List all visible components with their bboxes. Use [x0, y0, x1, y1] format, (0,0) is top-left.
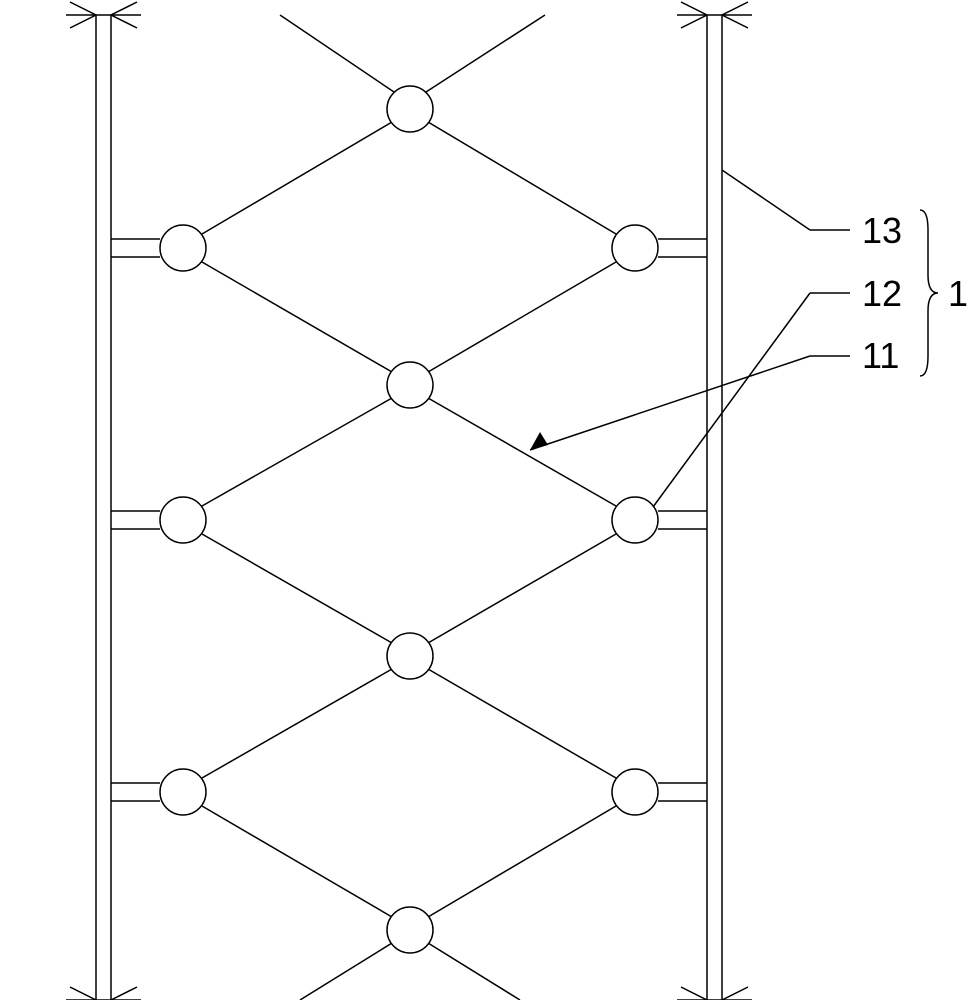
leader-lines — [530, 170, 850, 507]
label-11: 11 — [862, 335, 899, 377]
structural-diagram: 13 12 11 1 — [0, 0, 978, 1000]
nodes — [160, 86, 658, 953]
diagram-svg — [0, 0, 978, 1000]
label-13: 13 — [862, 210, 902, 252]
left-beam — [66, 2, 141, 1000]
right-beam — [677, 2, 752, 1000]
label-12: 12 — [862, 273, 902, 315]
diagonal-edges — [202, 15, 616, 1000]
label-1: 1 — [948, 273, 968, 315]
brace — [920, 210, 938, 376]
